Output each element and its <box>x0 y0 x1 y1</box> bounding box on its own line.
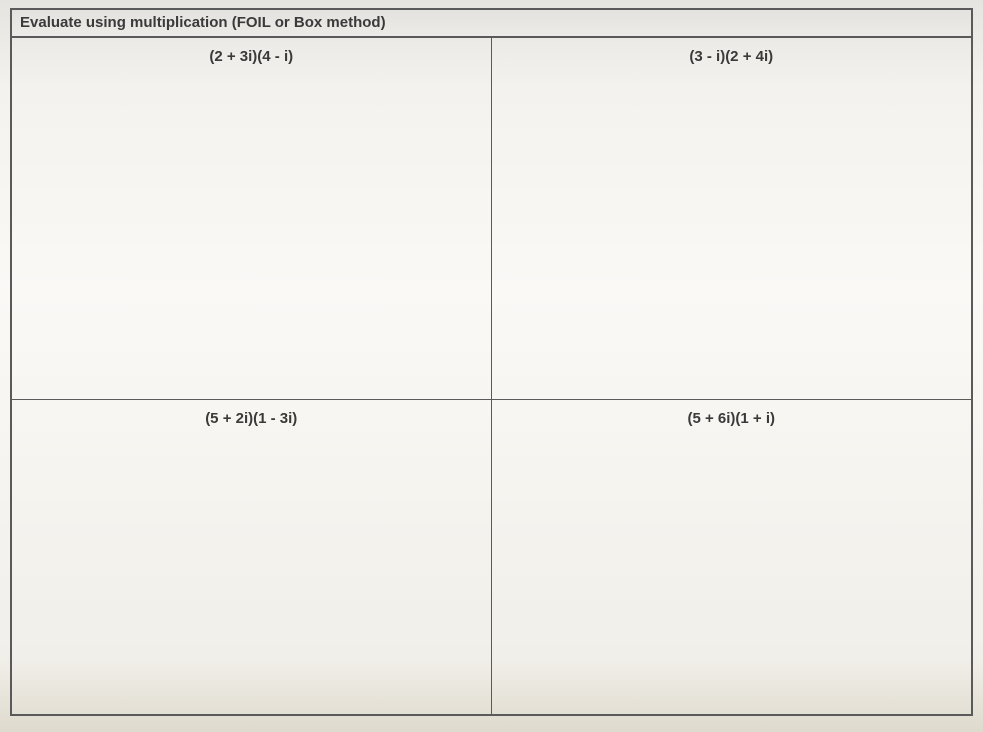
problem-grid: (2 + 3i)(4 - i) (3 - i)(2 + 4i) (5 + 2i)… <box>12 38 971 714</box>
title-bar: Evaluate using multiplication (FOIL or B… <box>12 10 971 38</box>
worksheet-title: Evaluate using multiplication (FOIL or B… <box>20 14 386 31</box>
problem-top-left: (2 + 3i)(4 - i) <box>12 38 491 65</box>
cell-bottom-right: (5 + 6i)(1 + i) <box>492 400 972 714</box>
problem-bottom-left: (5 + 2i)(1 - 3i) <box>12 400 491 427</box>
cell-bottom-left: (5 + 2i)(1 - 3i) <box>12 400 492 714</box>
problem-top-right: (3 - i)(2 + 4i) <box>492 38 972 65</box>
worksheet-container: Evaluate using multiplication (FOIL or B… <box>10 8 973 716</box>
problem-bottom-right: (5 + 6i)(1 + i) <box>492 400 972 427</box>
cell-top-left: (2 + 3i)(4 - i) <box>12 38 492 400</box>
cell-top-right: (3 - i)(2 + 4i) <box>492 38 972 400</box>
